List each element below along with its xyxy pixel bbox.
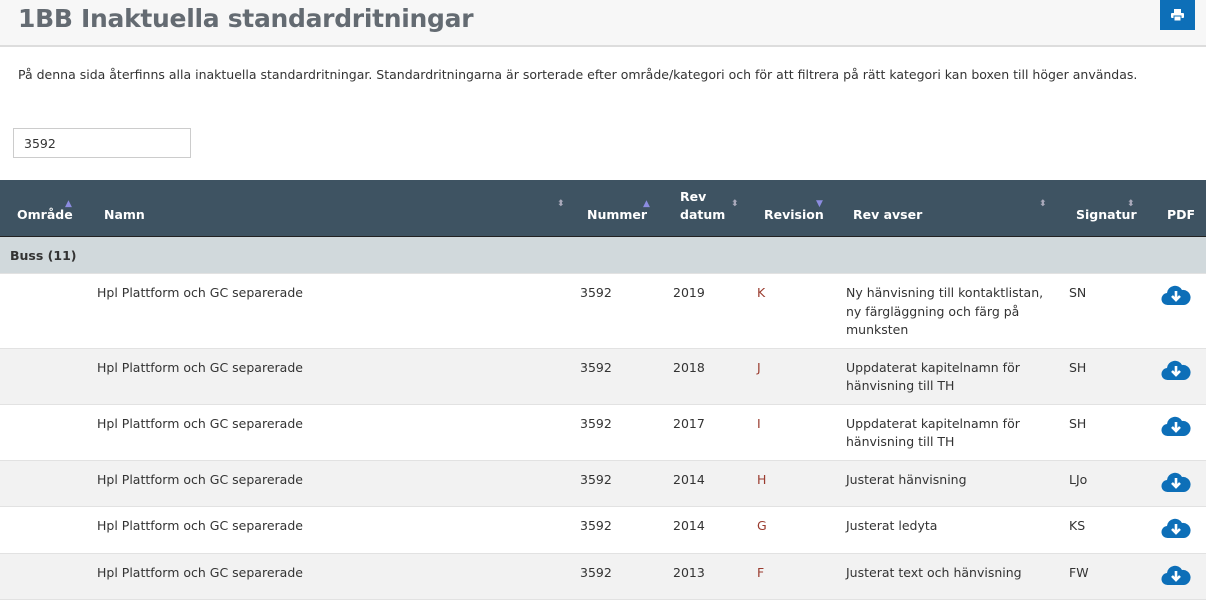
group-row: Buss (11) (0, 236, 1206, 274)
cell-pdf (1150, 460, 1206, 507)
cell-avser: Justerat hänvisning (839, 460, 1062, 507)
table-row: Hpl Plattform och GC separerade 3592 2014 H… (0, 460, 1206, 507)
column-label: Rev avser (853, 206, 923, 222)
cloud-download-icon[interactable] (1161, 359, 1191, 381)
cell-signatur: SH (1062, 404, 1150, 461)
cell-revision: F (750, 553, 839, 600)
cell-nummer: 3592 (573, 553, 666, 600)
cell-signatur: LJo (1062, 460, 1150, 507)
column-label: Namn (104, 206, 145, 222)
sort-desc-icon[interactable]: ▼ (816, 199, 823, 209)
cell-nummer: 3592 (573, 506, 666, 554)
column-header-nummer[interactable]: Nummer ▲ (573, 180, 666, 237)
cell-signatur: SH (1062, 348, 1150, 405)
cell-signatur: SN (1062, 273, 1150, 349)
cell-datum: 2019 (666, 273, 750, 349)
cell-omrade (0, 404, 90, 461)
cell-revision: J (750, 348, 839, 405)
cloud-download-icon[interactable] (1161, 415, 1191, 437)
sort-icon[interactable]: ⬍ (1039, 199, 1047, 209)
column-header-revision[interactable]: Revision ▼ (750, 180, 839, 237)
table-row: Hpl Plattform och GC separerade 3592 2017 I… (0, 404, 1206, 461)
cell-omrade (0, 348, 90, 405)
drawings-table: Område ▲ Namn ⬍ Nummer ▲ Rev datum ⬍ Revision ▼ Re… (0, 180, 1206, 600)
cell-datum: 2017 (666, 404, 750, 461)
page-title: 1BB Inaktuella standardritningar (18, 4, 474, 33)
table-row: Hpl Plattform och GC separerade 3592 2018 J… (0, 348, 1206, 405)
cell-nummer: 3592 (573, 348, 666, 405)
cell-avser: Justerat ledyta (839, 506, 1062, 554)
cell-namn: Hpl Plattform och GC separerade (90, 553, 573, 600)
cell-datum: 2013 (666, 553, 750, 600)
sort-icon[interactable]: ⬍ (557, 199, 565, 209)
cell-namn: Hpl Plattform och GC separerade (90, 404, 573, 461)
sort-asc-icon[interactable]: ▲ (643, 199, 650, 209)
cell-revision: G (750, 506, 839, 554)
cell-avser: Uppdaterat kapitelnamn för hänvisning ti… (839, 404, 1062, 461)
cell-revision: I (750, 404, 839, 461)
column-header-omrade[interactable]: Område ▲ (0, 180, 90, 237)
cell-avser: Justerat text och hänvisning (839, 553, 1062, 600)
cell-avser: Uppdaterat kapitelnamn för hänvisning ti… (839, 348, 1062, 405)
sort-asc-icon[interactable]: ▲ (65, 199, 72, 209)
intro-text: På denna sida återfinns alla inaktuella … (18, 67, 1138, 82)
column-header-signatur[interactable]: Signatur ⬍ (1062, 180, 1150, 237)
cell-pdf (1150, 506, 1206, 554)
filter-input[interactable] (13, 128, 191, 158)
cell-namn: Hpl Plattform och GC separerade (90, 348, 573, 405)
cell-datum: 2014 (666, 506, 750, 554)
cell-nummer: 3592 (573, 460, 666, 507)
cell-signatur: KS (1062, 506, 1150, 554)
column-header-pdf: PDF (1150, 180, 1206, 237)
cell-omrade (0, 273, 90, 349)
sort-icon[interactable]: ⬍ (1127, 199, 1135, 209)
column-label: Område (17, 206, 73, 222)
print-icon (1171, 9, 1184, 21)
table-row: Hpl Plattform och GC separerade 3592 2013 F… (0, 553, 1206, 600)
column-label: Rev datum (680, 188, 726, 222)
cell-signatur: FW (1062, 553, 1150, 600)
column-label: Signatur (1076, 206, 1137, 222)
cell-namn: Hpl Plattform och GC separerade (90, 273, 573, 349)
cell-omrade (0, 460, 90, 507)
cell-revision: K (750, 273, 839, 349)
print-button[interactable] (1160, 0, 1195, 30)
column-label: Revision (764, 206, 824, 222)
page-header: 1BB Inaktuella standardritningar (0, 0, 1206, 47)
cell-nummer: 3592 (573, 404, 666, 461)
cell-omrade (0, 553, 90, 600)
cell-namn: Hpl Plattform och GC separerade (90, 460, 573, 507)
cloud-download-icon[interactable] (1161, 517, 1191, 539)
table-row: Hpl Plattform och GC separerade 3592 2014 G… (0, 506, 1206, 554)
cell-pdf (1150, 404, 1206, 461)
cell-avser: Ny hänvisning till kontaktlistan, ny fär… (839, 273, 1062, 349)
column-header-rev-avser[interactable]: Rev avser ⬍ (839, 180, 1062, 237)
cell-pdf (1150, 273, 1206, 349)
column-label: PDF (1167, 206, 1196, 222)
cell-namn: Hpl Plattform och GC separerade (90, 506, 573, 554)
cell-pdf (1150, 348, 1206, 405)
cell-pdf (1150, 553, 1206, 600)
column-header-namn[interactable]: Namn ⬍ (90, 180, 573, 237)
cell-datum: 2014 (666, 460, 750, 507)
sort-icon[interactable]: ⬍ (731, 199, 739, 209)
group-label: Buss (11) (0, 236, 1206, 274)
cell-datum: 2018 (666, 348, 750, 405)
cell-revision: H (750, 460, 839, 507)
cloud-download-icon[interactable] (1161, 471, 1191, 493)
column-header-rev-datum[interactable]: Rev datum ⬍ (666, 180, 750, 237)
cell-omrade (0, 506, 90, 554)
table-row: Hpl Plattform och GC separerade 3592 2019 K… (0, 273, 1206, 349)
column-label: Nummer (587, 206, 648, 222)
cloud-download-icon[interactable] (1161, 284, 1191, 306)
cloud-download-icon[interactable] (1161, 564, 1191, 586)
cell-nummer: 3592 (573, 273, 666, 349)
